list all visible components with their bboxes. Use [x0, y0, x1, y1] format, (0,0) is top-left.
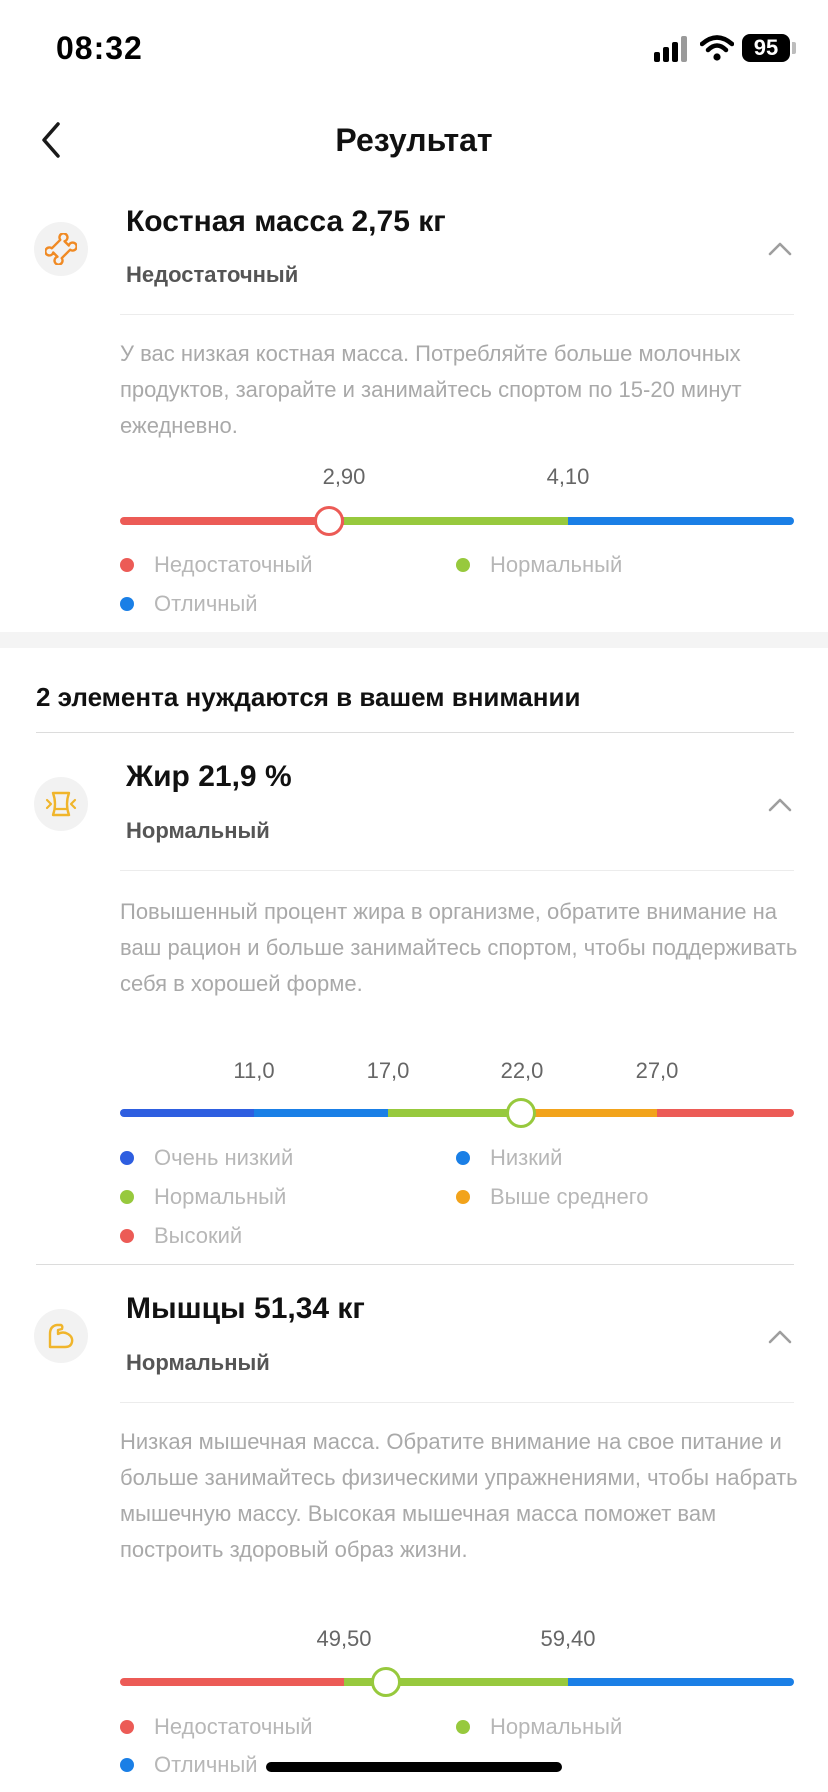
legend-dot — [456, 1720, 470, 1734]
muscle-tick-2: 59,40 — [540, 1626, 596, 1651]
bar-segment-above-average — [522, 1109, 657, 1117]
legend-label: Отличный — [154, 1752, 258, 1777]
bar-segment-normal — [344, 1678, 568, 1686]
nav-bar: Результат — [0, 100, 828, 184]
legend-label: Низкий — [490, 1145, 563, 1170]
section-separator — [0, 632, 828, 648]
legend-item: Нормальный — [456, 1714, 622, 1740]
bar-segment-normal — [388, 1109, 522, 1117]
bone-tick-1: 2,90 — [322, 464, 366, 489]
muscle-tick-1: 49,50 — [316, 1626, 372, 1651]
legend-dot — [456, 1151, 470, 1165]
legend-item: Отличный — [120, 1752, 258, 1778]
legend-dot — [456, 1190, 470, 1204]
fat-tick-3: 22,0 — [500, 1058, 544, 1083]
muscle-range-bar — [120, 1678, 794, 1686]
legend-dot — [120, 1229, 134, 1243]
divider — [120, 1402, 794, 1403]
wifi-icon — [700, 35, 734, 61]
fat-tick-2: 17,0 — [366, 1058, 410, 1083]
legend-dot — [120, 1190, 134, 1204]
muscle-description: Низкая мышечная масса. Обратите внимание… — [120, 1429, 798, 1562]
bone-mass-card: Костная масса 2,75 кг Недостаточный У ва… — [0, 0, 828, 632]
chevron-left-icon[interactable] — [36, 118, 68, 162]
legend-item: Недостаточный — [120, 552, 313, 578]
divider — [120, 314, 794, 315]
legend-dot — [120, 1151, 134, 1165]
attention-heading: 2 элемента нуждаются в вашем внимании — [36, 682, 581, 712]
legend-dot — [456, 558, 470, 572]
status-bar: 08:32 95 — [0, 0, 828, 100]
bone-mass-description: У вас низкая костная масса. Потребляйте … — [120, 341, 742, 438]
bar-segment-low — [120, 1678, 344, 1686]
legend-item: Низкий — [456, 1145, 562, 1171]
bone-mass-title: Костная масса 2,75 кг — [126, 205, 446, 238]
legend-dot — [120, 558, 134, 572]
divider — [120, 870, 794, 871]
chevron-up-icon[interactable] — [766, 240, 794, 258]
signal-icon — [654, 36, 690, 62]
divider — [36, 732, 794, 733]
bar-segment-normal — [344, 517, 568, 525]
bone-range-bar — [120, 517, 794, 525]
bicep-icon — [34, 1309, 88, 1363]
legend-dot — [120, 597, 134, 611]
legend-label: Нормальный — [490, 1714, 623, 1739]
legend-label: Очень низкий — [154, 1145, 294, 1170]
fat-range-bar — [120, 1109, 794, 1117]
fat-tick-1: 11,0 — [233, 1058, 275, 1083]
fat-status: Нормальный — [126, 818, 270, 843]
fat-card: Жир 21,9 % Нормальный Повышенный процент… — [34, 760, 798, 1249]
muscle-title: Мышцы 51,34 кг — [126, 1292, 365, 1325]
page-title: Результат — [335, 122, 493, 158]
bar-segment-very-low — [120, 1109, 254, 1117]
muscle-status: Нормальный — [126, 1350, 270, 1375]
bar-segment-excellent — [568, 1678, 794, 1686]
divider — [36, 1264, 794, 1265]
bone-mass-status: Недостаточный — [126, 262, 299, 287]
fat-tick-4: 27,0 — [635, 1058, 679, 1083]
muscle-marker — [371, 1667, 401, 1697]
legend-label: Нормальный — [490, 552, 623, 577]
home-indicator[interactable] — [266, 1762, 562, 1772]
legend-label: Отличный — [154, 591, 258, 616]
bone-icon — [34, 222, 88, 276]
legend-item: Высокий — [120, 1223, 242, 1249]
chevron-up-icon[interactable] — [766, 1328, 794, 1346]
bar-segment-excellent — [568, 517, 794, 525]
legend-item: Недостаточный — [120, 1714, 313, 1740]
legend-item: Нормальный — [456, 552, 622, 578]
waist-icon — [34, 777, 88, 831]
legend-dot — [120, 1720, 134, 1734]
legend-label: Нормальный — [154, 1184, 287, 1209]
chevron-up-icon[interactable] — [766, 796, 794, 814]
legend-item: Отличный — [120, 591, 258, 617]
legend-item: Очень низкий — [120, 1145, 293, 1171]
legend-label: Высокий — [154, 1223, 243, 1248]
legend-label: Выше среднего — [490, 1184, 649, 1209]
bar-segment-low — [120, 517, 344, 525]
fat-title: Жир 21,9 % — [126, 760, 292, 793]
bar-segment-low — [254, 1109, 388, 1117]
bar-segment-high — [657, 1109, 794, 1117]
bone-marker — [314, 506, 344, 536]
legend-label: Недостаточный — [154, 1714, 313, 1739]
legend-item: Нормальный — [120, 1184, 286, 1210]
legend-label: Недостаточный — [154, 552, 313, 577]
legend-dot — [120, 1758, 134, 1772]
battery-icon: 95 — [742, 34, 790, 62]
legend-item: Выше среднего — [456, 1184, 648, 1210]
status-time: 08:32 — [56, 30, 143, 66]
bone-tick-2: 4,10 — [546, 464, 590, 489]
fat-description: Повышенный процент жира в организме, обр… — [120, 899, 798, 996]
fat-marker — [506, 1098, 536, 1128]
battery-tip — [792, 42, 796, 54]
